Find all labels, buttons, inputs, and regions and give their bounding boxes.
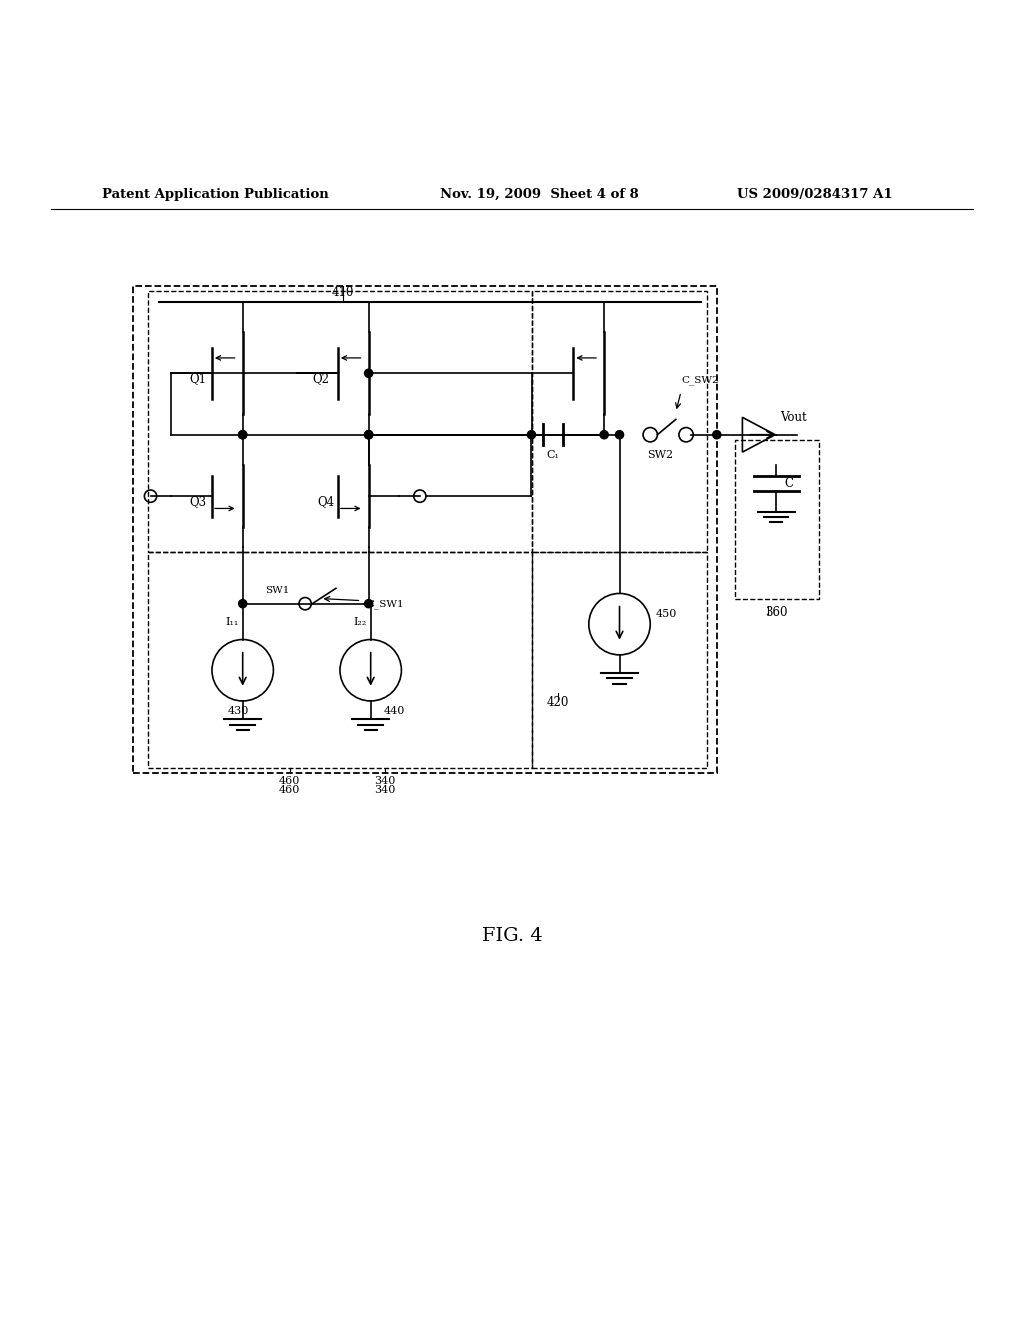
Circle shape: [713, 430, 721, 438]
Text: Patent Application Publication: Patent Application Publication: [102, 187, 329, 201]
Text: Vout: Vout: [780, 412, 807, 425]
Text: C_SW1: C_SW1: [367, 599, 404, 609]
Text: C₁: C₁: [547, 450, 559, 461]
Text: 420: 420: [547, 696, 569, 709]
Text: I₁₁: I₁₁: [226, 618, 239, 627]
Text: Q1: Q1: [189, 372, 206, 385]
Circle shape: [365, 370, 373, 378]
Circle shape: [365, 430, 373, 438]
Text: 440: 440: [384, 706, 406, 715]
Text: 460: 460: [280, 785, 300, 795]
Text: US 2009/0284317 A1: US 2009/0284317 A1: [737, 187, 893, 201]
Circle shape: [365, 430, 373, 438]
Text: Nov. 19, 2009  Sheet 4 of 8: Nov. 19, 2009 Sheet 4 of 8: [440, 187, 639, 201]
Circle shape: [239, 599, 247, 607]
Circle shape: [615, 430, 624, 438]
Text: 360: 360: [765, 606, 787, 619]
Text: 460: 460: [280, 776, 300, 785]
Text: 340: 340: [375, 785, 395, 795]
Circle shape: [239, 430, 247, 438]
Text: FIG. 4: FIG. 4: [481, 928, 543, 945]
Text: I₂₂: I₂₂: [354, 618, 367, 627]
Text: 340: 340: [375, 776, 395, 785]
Text: C_SW2: C_SW2: [681, 376, 719, 385]
Text: Q4: Q4: [317, 495, 334, 508]
Text: Q3: Q3: [189, 495, 206, 508]
Text: SW2: SW2: [647, 450, 674, 461]
Text: 450: 450: [655, 609, 677, 619]
Text: Q2: Q2: [312, 372, 329, 385]
Circle shape: [239, 430, 247, 438]
Text: 410: 410: [332, 285, 354, 298]
Circle shape: [527, 430, 536, 438]
Circle shape: [365, 599, 373, 607]
Text: 430: 430: [227, 706, 249, 715]
Text: SW1: SW1: [265, 586, 290, 595]
Circle shape: [600, 430, 608, 438]
Text: C: C: [784, 478, 794, 490]
